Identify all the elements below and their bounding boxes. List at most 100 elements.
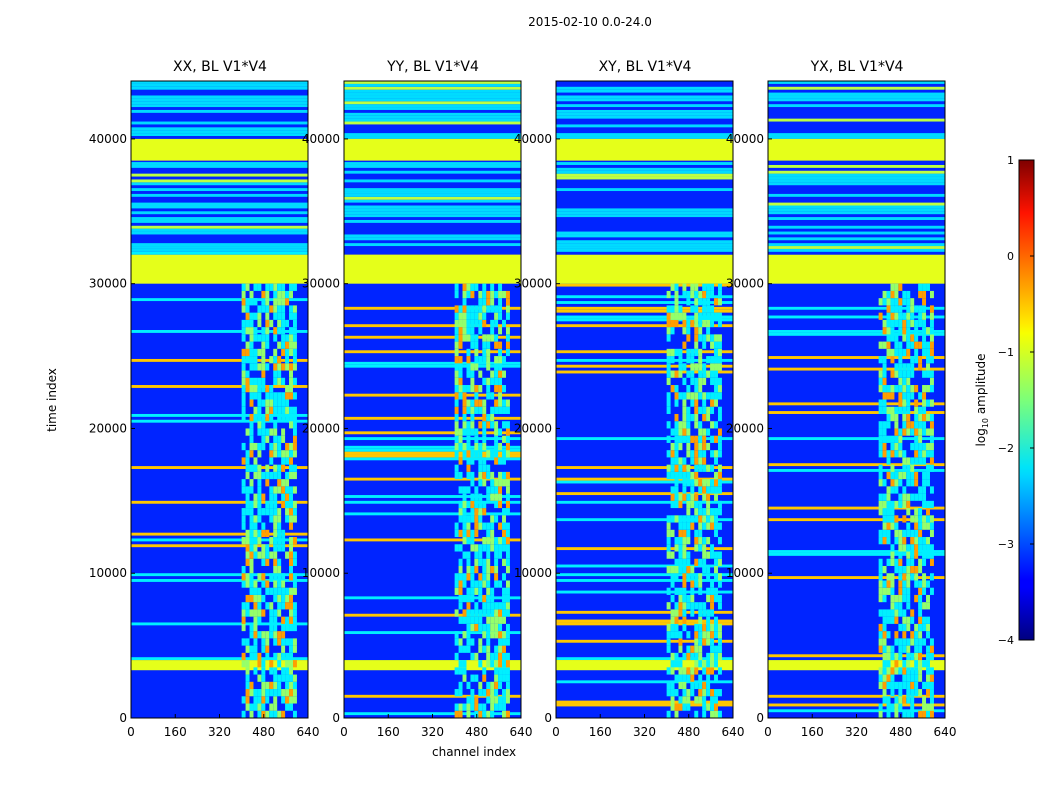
time-row <box>768 518 945 522</box>
time-row <box>768 694 945 698</box>
rfi-cell <box>498 681 503 690</box>
rfi-cell <box>922 710 927 718</box>
rfi-cell <box>670 609 675 617</box>
rfi-cell <box>914 681 919 690</box>
rfi-cell <box>281 327 286 335</box>
rfi-cell <box>289 558 293 566</box>
rfi-cell <box>898 341 903 349</box>
rfi-cell <box>245 645 250 653</box>
rfi-cell <box>894 660 899 668</box>
rfi-cell <box>292 356 297 364</box>
rfi-cell <box>929 399 934 407</box>
rfi-cell <box>241 580 246 588</box>
rfi-cell <box>666 312 671 320</box>
rfi-cell <box>474 385 479 393</box>
rfi-cell <box>902 392 907 400</box>
rfi-cell <box>902 544 907 552</box>
time-row <box>344 234 521 238</box>
rfi-cell <box>902 710 907 718</box>
rfi-cell <box>470 290 475 299</box>
rfi-cell <box>241 660 246 668</box>
rfi-cell <box>470 413 475 422</box>
rfi-cell <box>249 348 254 357</box>
rfi-cell <box>910 515 915 523</box>
time-row <box>131 127 308 131</box>
rfi-cell <box>289 450 293 458</box>
time-row <box>131 81 308 84</box>
rfi-cell <box>698 515 703 523</box>
rfi-cell <box>273 703 278 711</box>
rfi-cell <box>886 660 891 668</box>
rfi-cell <box>261 660 266 668</box>
rfi-cell <box>929 587 934 595</box>
rfi-cell <box>490 623 495 632</box>
rfi-cell <box>257 406 262 414</box>
rfi-cell <box>710 703 715 711</box>
rfi-cell <box>498 298 503 306</box>
rfi-cell <box>894 471 899 480</box>
time-row <box>556 240 733 244</box>
rfi-cell <box>702 435 707 443</box>
rfi-cell <box>926 689 930 697</box>
rfi-cell <box>245 457 250 465</box>
rfi-cell <box>265 413 270 422</box>
time-row <box>556 437 733 441</box>
rfi-cell <box>666 327 671 335</box>
rfi-cell <box>686 500 691 509</box>
rfi-cell <box>682 652 687 661</box>
rfi-cell <box>686 298 691 306</box>
time-row <box>344 133 521 137</box>
time-row <box>768 437 945 441</box>
rfi-cell <box>682 377 687 386</box>
rfi-cell <box>906 319 911 328</box>
rfi-cell <box>898 645 903 653</box>
rfi-cell <box>269 602 274 610</box>
rfi-cell <box>241 508 246 516</box>
rfi-cell <box>494 442 499 451</box>
rfi-cell <box>670 385 675 393</box>
time-row <box>768 133 945 137</box>
rfi-cell <box>257 652 262 661</box>
time-row <box>131 86 308 90</box>
rfi-cell <box>914 471 919 480</box>
rfi-cell <box>898 385 903 393</box>
rfi-cell <box>666 377 671 386</box>
rfi-cell <box>902 681 907 690</box>
rfi-cell <box>710 283 715 291</box>
time-row <box>344 335 521 339</box>
rfi-cell <box>261 703 266 711</box>
rfi-cell <box>690 602 695 610</box>
rfi-cell <box>265 689 270 697</box>
rfi-cell <box>886 341 891 349</box>
rfi-cell <box>717 580 722 588</box>
time-row <box>131 228 308 232</box>
rfi-cell <box>470 500 475 509</box>
rfi-cell <box>910 479 915 487</box>
time-row <box>556 124 733 128</box>
rfi-cell <box>666 689 671 697</box>
rfi-cell <box>482 305 487 313</box>
time-row <box>556 214 733 218</box>
rfi-cell <box>882 660 887 668</box>
rfi-cell <box>914 479 919 487</box>
rfi-cell <box>277 413 282 422</box>
time-row <box>556 703 733 707</box>
rfi-cell <box>265 638 270 646</box>
rfi-cell <box>890 616 895 624</box>
rfi-cell <box>245 544 250 552</box>
x-tick-label: 640 <box>510 725 533 739</box>
y-tick-label: 0 <box>119 711 127 725</box>
rfi-cell <box>261 471 266 480</box>
rfi-cell <box>281 580 286 588</box>
rfi-cell <box>914 413 919 422</box>
rfi-cell <box>914 565 919 574</box>
rfi-cell <box>674 703 679 711</box>
rfi-cell <box>882 377 887 386</box>
rfi-cell <box>898 696 903 704</box>
rfi-cell <box>281 479 286 487</box>
rfi-cell <box>902 363 907 371</box>
rfi-cell <box>682 623 687 632</box>
rfi-cell <box>494 493 499 501</box>
rfi-cell <box>281 493 286 501</box>
rfi-cell <box>686 652 691 661</box>
